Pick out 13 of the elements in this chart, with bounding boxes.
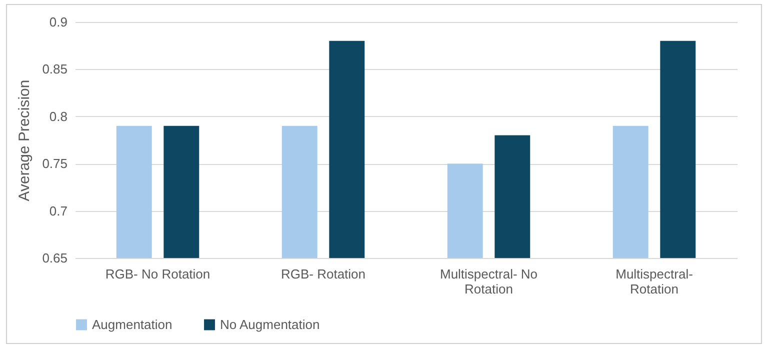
y-tick-label: 0.85 — [42, 62, 68, 77]
legend-label: No Augmentation — [220, 316, 320, 332]
legend-label: Augmentation — [92, 316, 172, 332]
y-tick-label: 0.75 — [42, 156, 68, 172]
y-tick-label: 0.9 — [49, 14, 68, 30]
y-axis-title: Average Precision — [16, 80, 34, 202]
x-tick-label: RGB- No Rotation — [105, 266, 210, 282]
x-tick-label: RGB- Rotation — [280, 266, 366, 282]
y-tick-label: 0.65 — [42, 250, 68, 266]
x-tick-label: Multispectral- No Rotation — [440, 266, 538, 296]
y-tick-label: 0.7 — [49, 203, 68, 218]
y-tick-label: 0.8 — [49, 108, 68, 124]
x-tick-label: Multispectral- Rotation — [616, 266, 693, 296]
